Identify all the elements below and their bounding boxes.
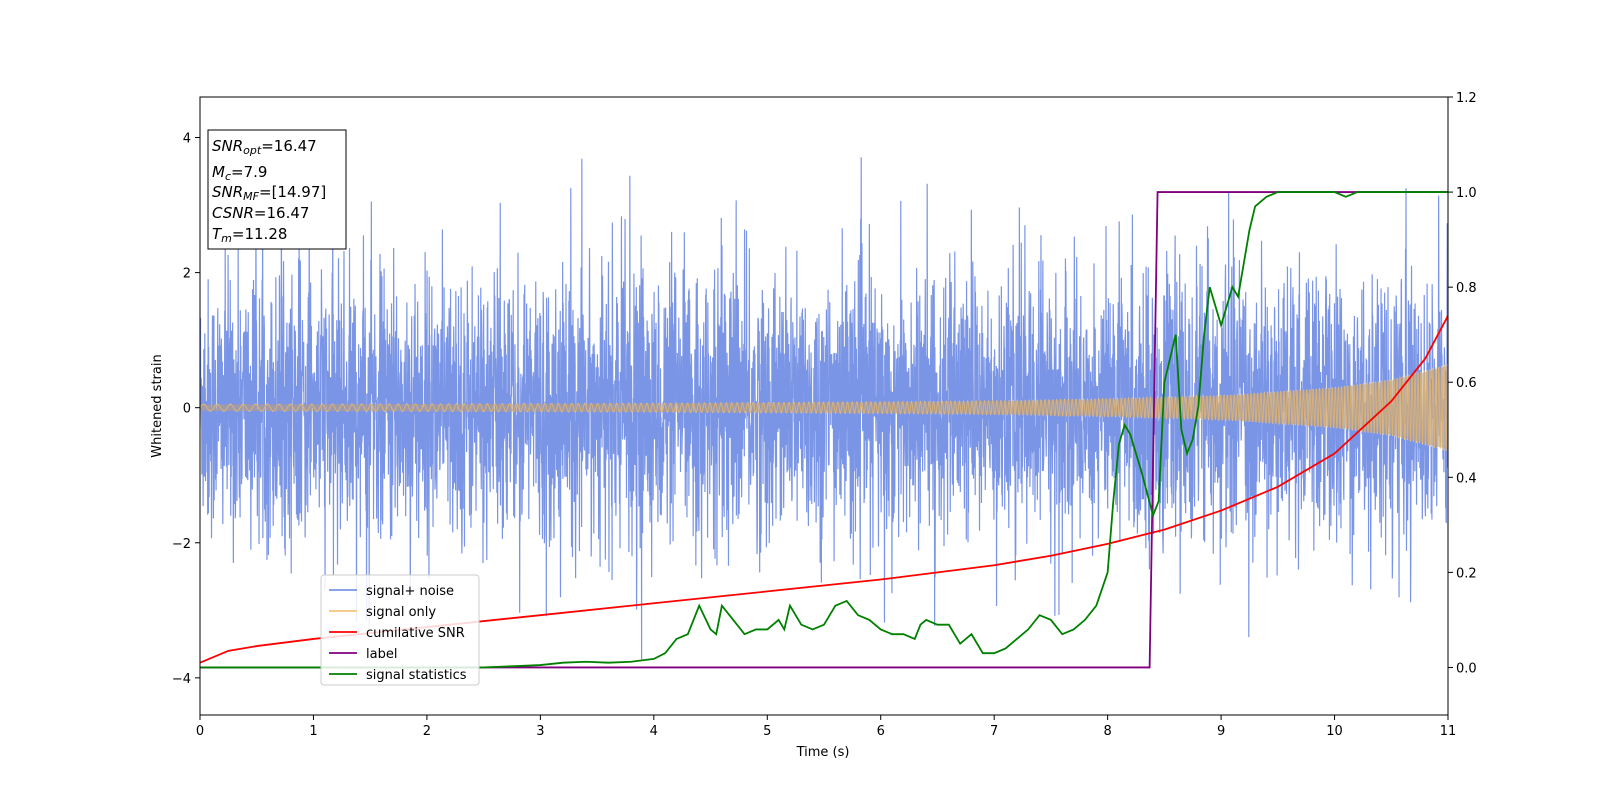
info-csnr: CSNR=16.47 [212, 204, 309, 222]
x-tick-label: 1 [309, 724, 317, 739]
info-snr-opt: SNRopt=16.47 [212, 137, 317, 157]
y-left-tick-label: 4 [183, 132, 191, 147]
x-axis-label: Time (s) [796, 745, 850, 760]
x-tick-label: 6 [877, 724, 885, 739]
y-right-tick-label: 0.4 [1456, 471, 1477, 486]
y-axis-left-label: Whitened strain [150, 354, 165, 457]
y-left-tick-label: −4 [172, 672, 191, 687]
x-tick-label: 5 [763, 724, 771, 739]
x-tick-label: 10 [1326, 724, 1343, 739]
plot-area [200, 157, 1448, 669]
y-left-tick-label: −2 [172, 537, 191, 552]
info-tm: Tm=11.28 [212, 225, 287, 245]
x-tick-label: 7 [990, 724, 998, 739]
info-box-frame [207, 129, 347, 250]
legend: signal+ noise signal only cumilative SNR la… [320, 574, 480, 686]
y-right-tick-label: 0.2 [1456, 566, 1477, 581]
legend-frame [320, 574, 480, 686]
x-tick-label: 0 [196, 724, 204, 739]
y-axis-right: 1.2 1.0 0.8 0.6 0.4 0.2 0.0 [1448, 91, 1477, 676]
info-snr-mf: SNRMF=[14.97] [212, 183, 326, 203]
y-left-tick-label: 0 [183, 402, 191, 417]
legend-label-text: label [366, 647, 397, 662]
x-tick-label: 8 [1103, 724, 1111, 739]
legend-signal-noise-text: signal+ noise [366, 584, 454, 599]
info-box: SNRopt=16.47 Mc=7.9 SNRMF=[14.97] CSNR=1… [207, 129, 347, 250]
x-tick-label: 4 [650, 724, 658, 739]
signal-envelope-fill [200, 365, 1448, 450]
legend-signal-only-text: signal only [366, 605, 436, 620]
y-right-tick-label: 0.0 [1456, 661, 1477, 676]
y-right-tick-label: 1.2 [1456, 91, 1477, 106]
legend-cumulative-snr-text: cumilative SNR [366, 626, 465, 641]
x-tick-label: 3 [536, 724, 544, 739]
y-right-tick-label: 0.8 [1456, 281, 1477, 296]
cumulative-snr-line [200, 315, 1448, 664]
signal-statistics-line [200, 191, 1448, 669]
plot-frame [199, 96, 1449, 716]
x-axis: 0 1 2 3 4 5 6 7 8 9 10 11 [196, 715, 1456, 739]
y-axis-left: 4 2 0 −2 −4 [172, 132, 200, 687]
x-tick-label: 9 [1217, 724, 1225, 739]
y-right-tick-label: 1.0 [1456, 186, 1477, 201]
y-right-tick-label: 0.6 [1456, 376, 1477, 391]
info-mc: Mc=7.9 [212, 163, 267, 183]
y-left-tick-label: 2 [183, 267, 191, 282]
legend-signal-statistics-text: signal statistics [366, 668, 467, 683]
x-tick-label: 2 [423, 724, 431, 739]
x-tick-label: 11 [1440, 724, 1457, 739]
